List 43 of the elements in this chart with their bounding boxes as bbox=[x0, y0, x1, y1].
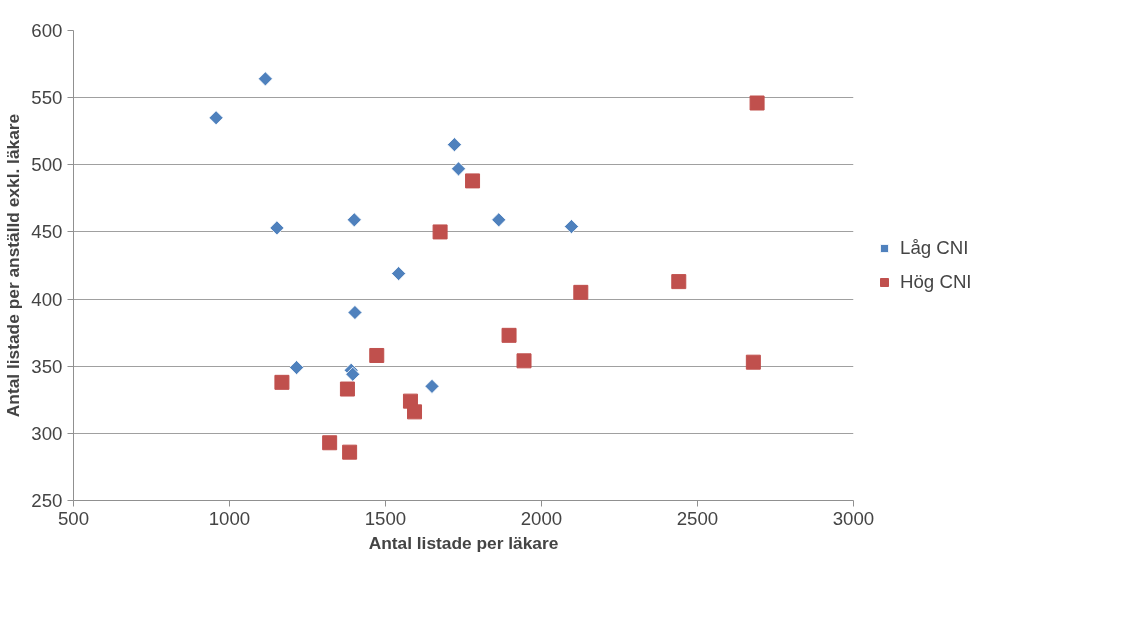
x-tick-label: 2000 bbox=[520, 507, 563, 529]
x-tick-label: 1000 bbox=[208, 507, 251, 529]
y-tick-label: 400 bbox=[31, 288, 63, 310]
legend-label: Låg CNI bbox=[900, 237, 969, 259]
point bbox=[289, 360, 305, 376]
point bbox=[501, 327, 517, 343]
point bbox=[346, 212, 362, 228]
point bbox=[516, 353, 532, 369]
point bbox=[345, 366, 361, 382]
point bbox=[274, 374, 290, 390]
x-axis-title: Antal listade per läkare bbox=[368, 532, 559, 553]
point bbox=[369, 347, 385, 363]
point bbox=[322, 435, 338, 451]
point bbox=[563, 219, 579, 235]
point bbox=[407, 404, 423, 420]
y-tick-label: 500 bbox=[31, 154, 63, 176]
point bbox=[451, 161, 466, 177]
y-tick-label: 300 bbox=[31, 422, 63, 444]
y-tick-label: 600 bbox=[31, 20, 63, 41]
point bbox=[745, 354, 761, 370]
y-tick-label: 550 bbox=[31, 87, 63, 109]
point bbox=[573, 284, 589, 300]
point bbox=[257, 71, 273, 87]
y-axis-title: Antal listade per anställd exkl. läkare bbox=[3, 113, 24, 418]
point bbox=[465, 173, 481, 189]
y-tick-label: 350 bbox=[31, 355, 63, 377]
point bbox=[339, 381, 355, 397]
point bbox=[208, 110, 224, 126]
point bbox=[342, 444, 358, 460]
point bbox=[749, 95, 765, 111]
legend-label: Hög CNI bbox=[900, 271, 972, 293]
x-tick-label: 1500 bbox=[364, 507, 407, 529]
point bbox=[424, 378, 440, 394]
point bbox=[432, 224, 448, 240]
x-tick-label: 3000 bbox=[832, 507, 875, 529]
point bbox=[446, 137, 462, 153]
point bbox=[347, 305, 363, 320]
point bbox=[391, 266, 407, 282]
point bbox=[269, 220, 285, 236]
point bbox=[671, 274, 687, 290]
y-tick-label: 450 bbox=[31, 221, 63, 243]
x-tick-label: 2500 bbox=[676, 507, 719, 529]
point bbox=[491, 212, 507, 228]
